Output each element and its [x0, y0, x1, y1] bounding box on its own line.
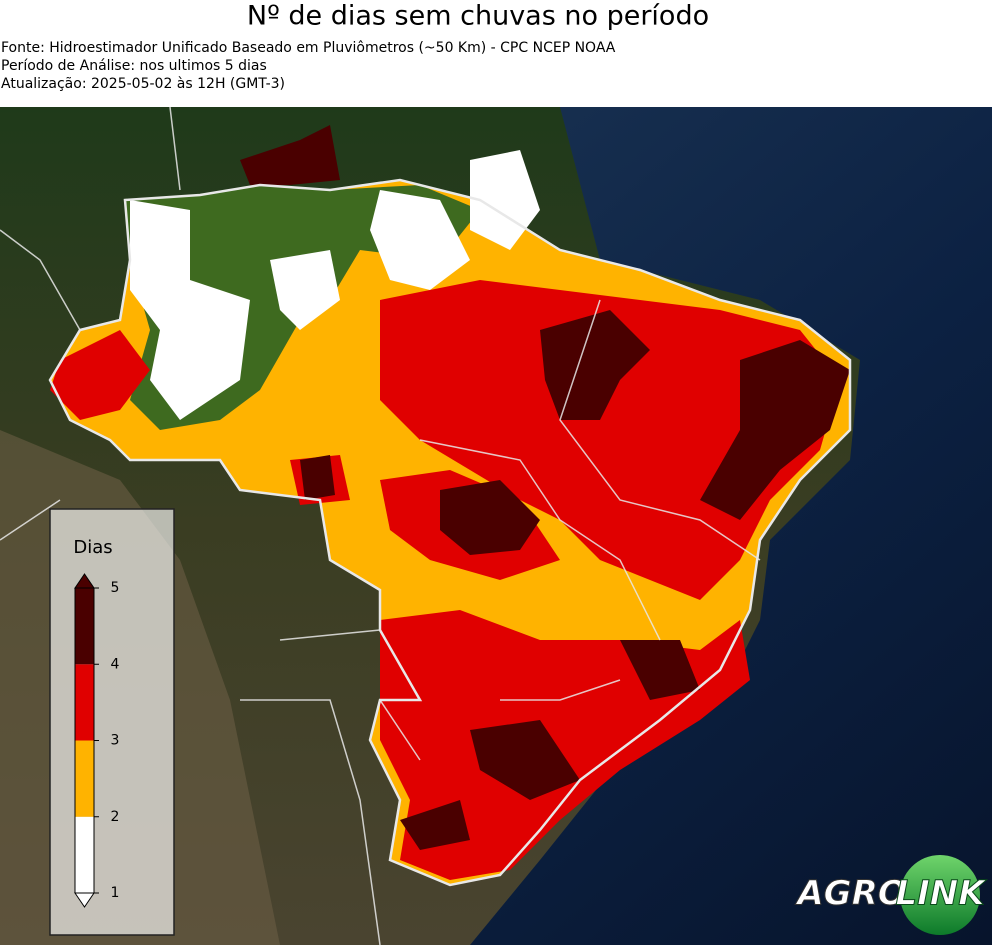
zone-1-2 [470, 150, 540, 250]
logo-right: LINK [895, 874, 987, 914]
logo-left: AGRO [794, 874, 906, 914]
logo: AGRO LINK [794, 855, 988, 935]
zone-4-5 [240, 125, 340, 185]
colorbar-segment [75, 588, 94, 665]
legend: Dias 1 2 3 4 5 [49, 508, 175, 936]
colorbar: 1 2 3 4 5 [74, 573, 120, 908]
colorbar-tick-label: 1 [111, 885, 120, 901]
logo-ball [900, 855, 980, 935]
source-line: Fonte: Hidroestimador Unificado Baseado … [1, 40, 616, 56]
state-borders [0, 106, 761, 945]
zone-4-5 [540, 310, 650, 420]
zone-4-5 [300, 455, 335, 500]
zone-4-5 [470, 720, 580, 800]
colorbar-tick-label: 5 [111, 580, 120, 596]
zone-4-5 [400, 800, 470, 850]
zone-1-2 [270, 250, 340, 330]
legend-title: Dias [73, 537, 112, 558]
colorbar-tick-label: 4 [111, 656, 120, 672]
zone-1-2 [370, 190, 470, 290]
zone-4-5 [700, 340, 850, 520]
zone-3-4 [380, 280, 840, 600]
colorbar-tick-label: 2 [111, 809, 120, 825]
zone-4-5 [620, 640, 700, 700]
colorbar-segment [75, 664, 94, 741]
title: Nº de dias sem chuvas no período [247, 1, 709, 32]
colorbar-segment [75, 816, 94, 893]
legend-box [49, 508, 175, 936]
colorbar-tick-label: 3 [111, 733, 120, 749]
zone-3-4 [50, 330, 150, 420]
update-line: Atualização: 2025-05-02 às 12H (GMT-3) [1, 76, 285, 92]
zone-1-2 [130, 200, 250, 420]
colorbar-segment [75, 740, 94, 817]
zone-4-5 [440, 480, 540, 555]
period-line: Período de Análise: nos ultimos 5 dias [1, 58, 267, 74]
country-border [48, 178, 852, 887]
